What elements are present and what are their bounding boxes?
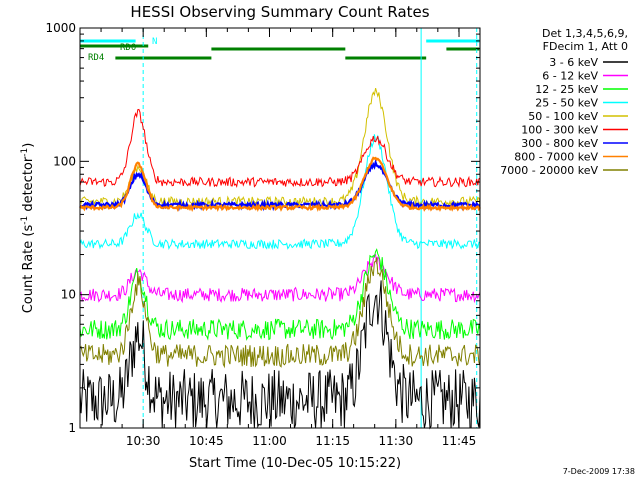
legend-entry-label: 800 - 7000 keV — [514, 151, 598, 164]
legend-entry-label: 50 - 100 keV — [528, 110, 598, 123]
y-axis-label-part: Count Rate (s — [21, 225, 36, 314]
chart-title: HESSI Observing Summary Count Rates — [130, 3, 429, 21]
x-tick-label: 10:45 — [189, 434, 224, 448]
series-line — [79, 257, 481, 369]
x-tick-label: 11:45 — [442, 434, 477, 448]
x-tick-label: 11:15 — [315, 434, 350, 448]
series-line — [79, 108, 481, 188]
x-axis-label: Start Time (10-Dec-05 10:15:22) — [189, 456, 401, 471]
legend-entry-label: 6 - 12 keV — [542, 70, 598, 83]
legend-entry-label: 25 - 50 keV — [535, 97, 598, 110]
plot-area: RD0 RD4 N — [79, 28, 481, 430]
rd0-flag-label: RD0 — [120, 43, 136, 53]
y-axis-label-part: ) — [21, 143, 36, 148]
legend-header-line: Det 1,3,4,5,6,9, — [542, 27, 628, 40]
axis-ticks: 1 10 100 1000 10:30 10:45 11:00 11:15 11:30 11:45 — [45, 21, 481, 448]
legend-entry-label: 100 - 300 keV — [521, 124, 598, 137]
rd4-flag-label: RD4 — [88, 53, 104, 63]
legend-entry-label: 3 - 6 keV — [549, 56, 598, 69]
n-flag-label: N — [152, 37, 157, 47]
series-line — [79, 254, 481, 304]
legend-entry-label: 7000 - 20000 keV — [500, 164, 598, 177]
footer-date: 7-Dec-2009 17:38 — [563, 467, 635, 476]
series-line — [79, 248, 481, 341]
plot-frame — [79, 27, 481, 429]
y-axis-label-part: detector — [21, 156, 36, 216]
series-line — [79, 280, 481, 430]
series-line — [79, 87, 481, 208]
legend-entry-label: 12 - 25 keV — [535, 83, 598, 96]
y-axis-label-sup: -1 — [20, 148, 30, 157]
x-tick-label: 10:30 — [126, 434, 161, 448]
series-line — [79, 158, 481, 212]
series-line — [79, 134, 481, 251]
legend: Det 1,3,4,5,6,9, FDecim 1, Att 0 3 - 6 k… — [500, 27, 628, 177]
series-line — [79, 156, 481, 213]
y-axis-label-sup: -1 — [20, 216, 30, 225]
y-tick-label: 10 — [61, 288, 76, 302]
y-tick-label: 100 — [53, 154, 76, 168]
x-tick-label: 11:30 — [379, 434, 414, 448]
y-tick-label: 1 — [68, 421, 76, 435]
y-tick-label: 1000 — [45, 21, 76, 35]
legend-header-line: FDecim 1, Att 0 — [543, 40, 628, 53]
x-tick-label: 11:00 — [252, 434, 287, 448]
legend-entry-label: 300 - 800 keV — [521, 137, 598, 150]
y-axis-label: Count Rate (s-1 detector-1) — [20, 143, 36, 314]
